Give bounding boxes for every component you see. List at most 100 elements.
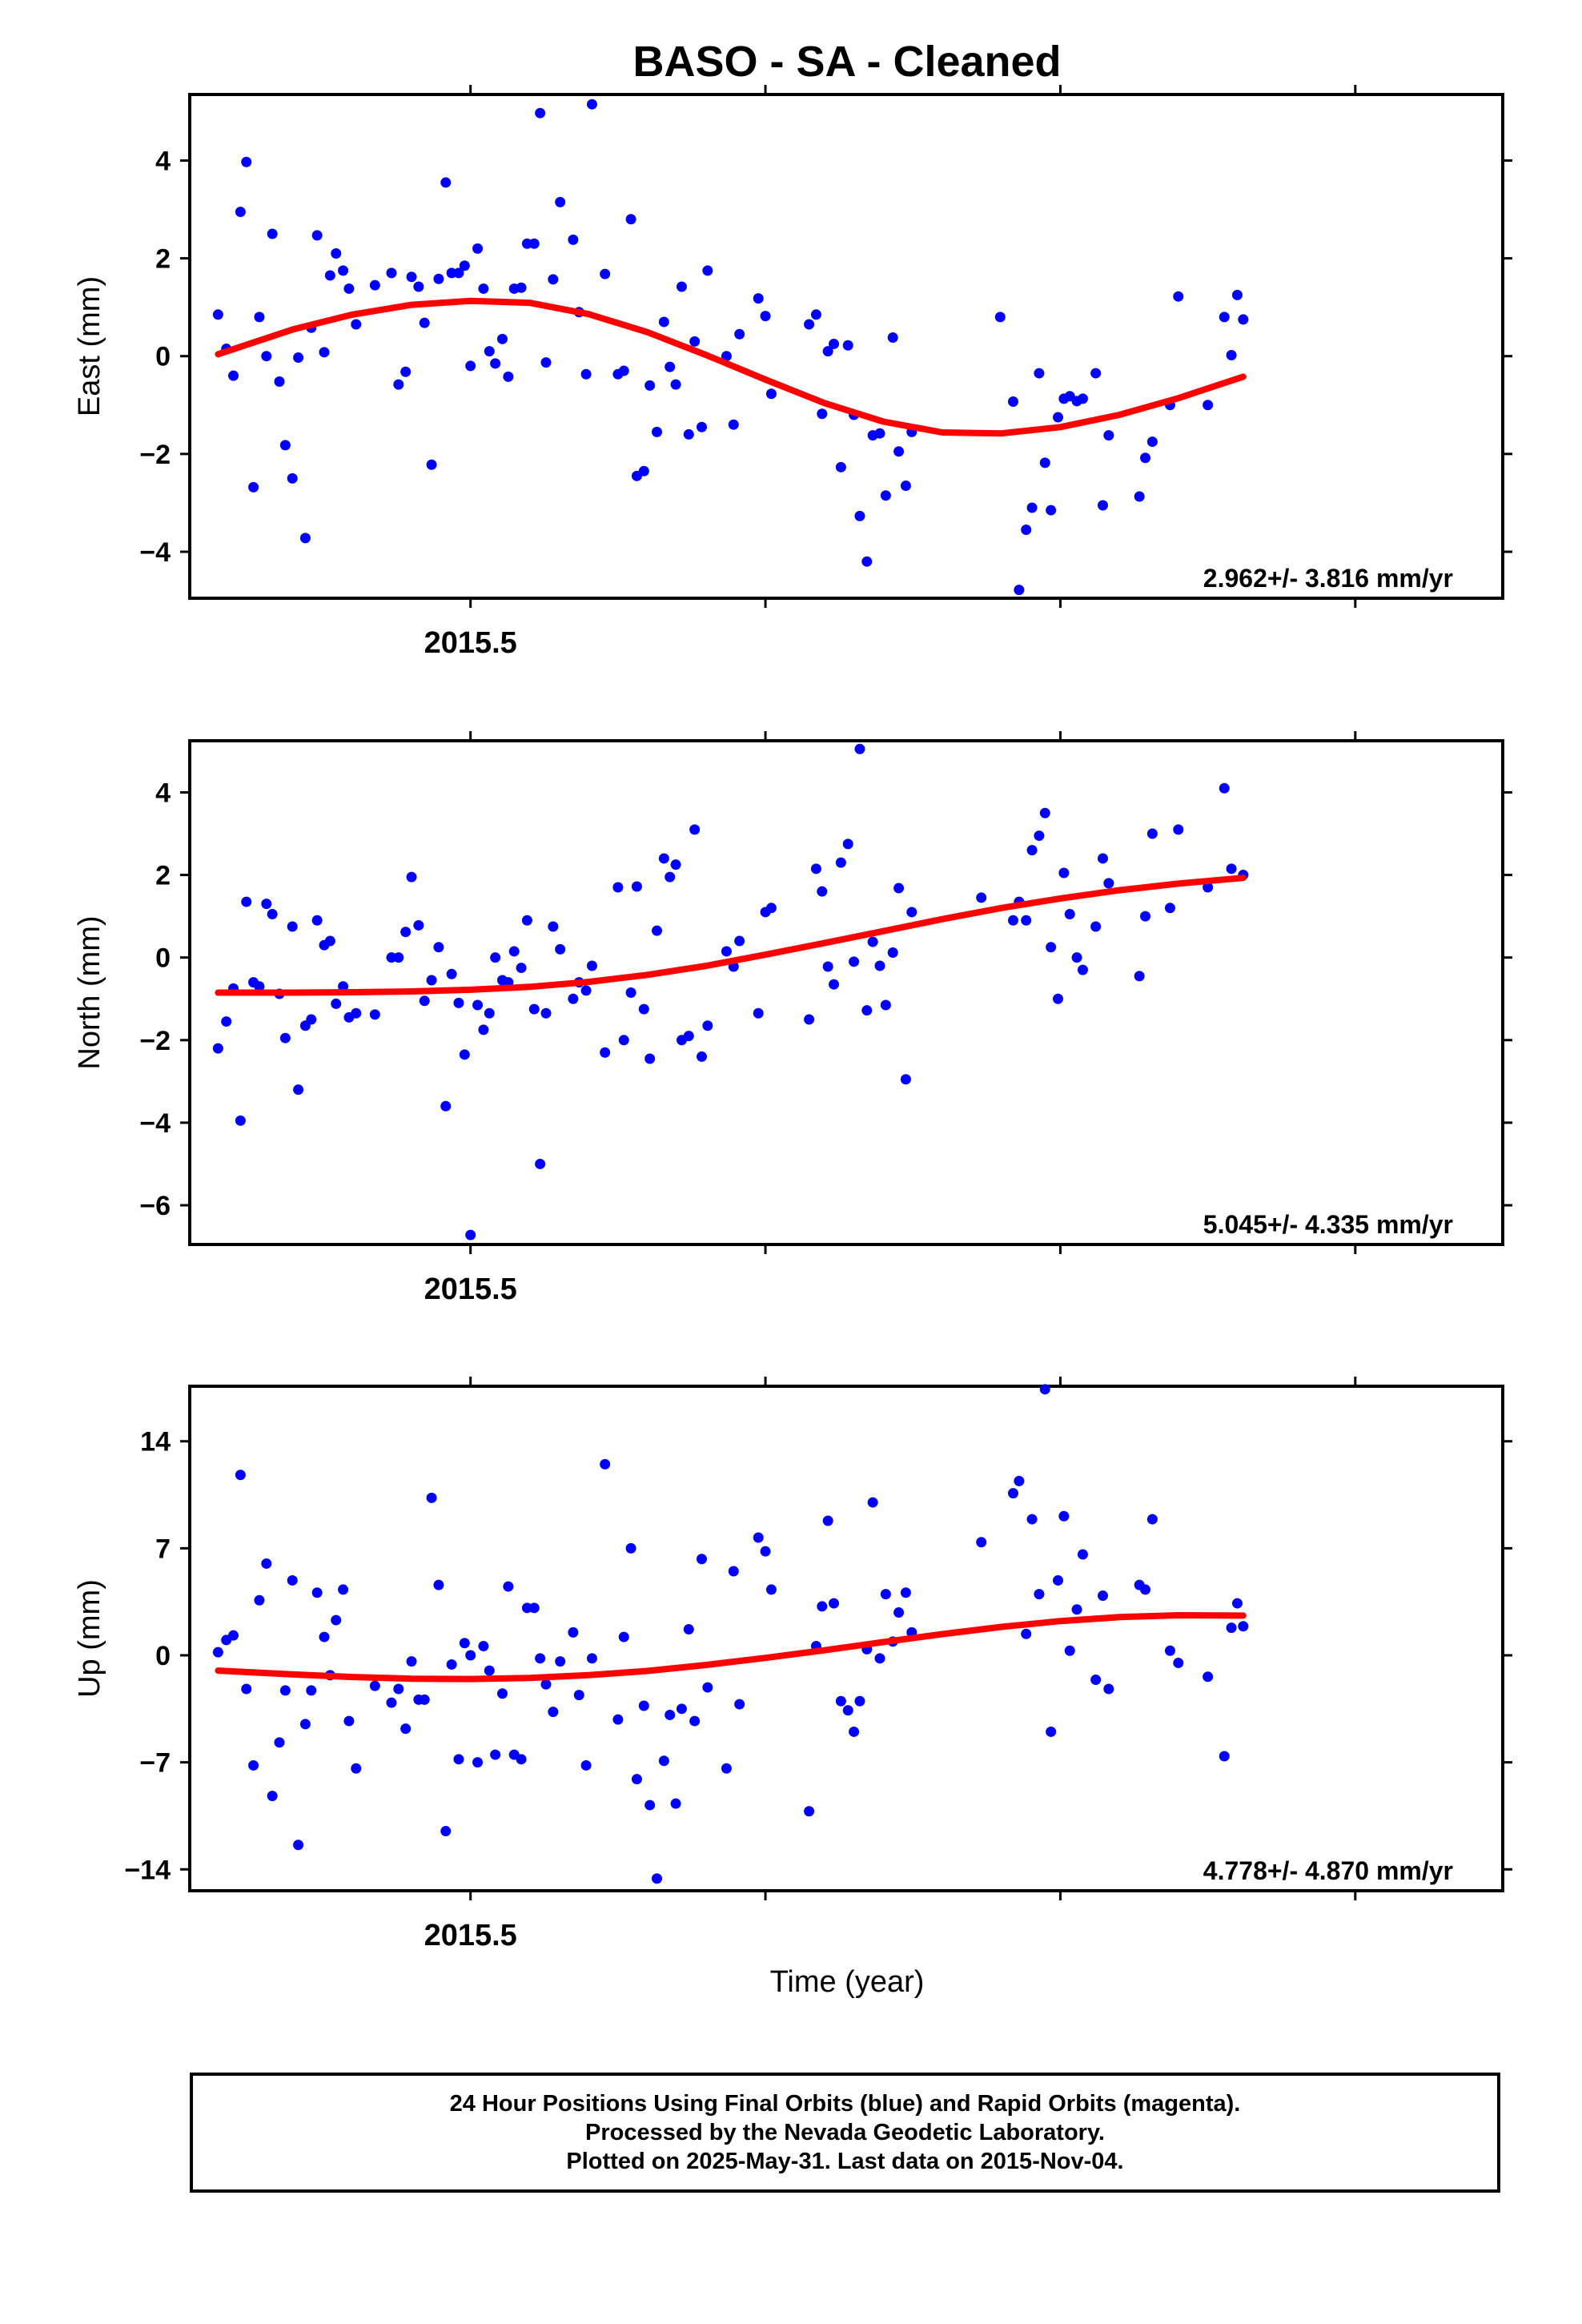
data-point <box>906 907 917 918</box>
data-point <box>293 352 304 364</box>
data-point <box>665 871 676 883</box>
data-point <box>299 533 311 544</box>
rate-label-east: 2.962+/- 3.816 mm/yr <box>1203 564 1453 593</box>
data-point <box>212 309 223 320</box>
data-point <box>1052 1574 1063 1586</box>
data-point <box>351 319 362 330</box>
y-axis-label-east: East (mm) <box>73 276 106 416</box>
data-point <box>822 1515 833 1526</box>
data-point <box>1014 585 1025 596</box>
data-point <box>221 1016 232 1027</box>
data-point <box>338 981 349 992</box>
data-point <box>600 1458 611 1470</box>
data-point <box>867 936 878 947</box>
data-point <box>702 1020 713 1031</box>
data-point <box>893 1607 905 1618</box>
data-point <box>1058 1510 1070 1522</box>
data-point <box>638 1700 649 1711</box>
y-tick-label: −2 <box>139 1026 171 1056</box>
y-tick-label: −4 <box>139 1108 171 1139</box>
data-point <box>1219 1751 1230 1762</box>
data-point <box>331 998 342 1009</box>
data-point <box>343 283 355 294</box>
data-point <box>817 1601 828 1612</box>
data-point <box>689 824 701 835</box>
data-point <box>235 1470 246 1481</box>
data-point <box>658 853 669 864</box>
data-point <box>386 1697 397 1708</box>
data-point <box>880 999 891 1011</box>
data-point <box>1226 1622 1237 1634</box>
data-point <box>311 230 323 241</box>
data-point <box>503 1581 514 1592</box>
data-point <box>306 1014 317 1025</box>
data-point <box>625 987 636 998</box>
y-tick-label: 2 <box>155 861 171 891</box>
data-point <box>1077 393 1088 404</box>
data-point <box>1226 863 1237 875</box>
data-point <box>1021 1628 1032 1639</box>
data-point <box>573 1690 584 1701</box>
data-point <box>516 963 527 974</box>
rate-label-north: 5.045+/- 4.335 mm/yr <box>1203 1210 1453 1239</box>
data-point <box>1219 782 1230 794</box>
data-point <box>900 480 911 492</box>
data-point <box>880 1589 891 1600</box>
data-point <box>406 1656 417 1667</box>
data-point <box>287 1574 298 1586</box>
data-point <box>702 265 713 276</box>
data-point <box>765 903 777 914</box>
data-point <box>1071 1604 1082 1615</box>
data-point <box>760 1546 771 1557</box>
data-point <box>976 1537 987 1548</box>
data-point <box>351 1763 362 1774</box>
data-point <box>419 317 430 328</box>
data-point <box>535 1653 546 1664</box>
data-point <box>854 510 865 521</box>
data-point <box>753 1532 764 1543</box>
data-point <box>612 1714 624 1725</box>
data-point <box>631 881 642 892</box>
data-point <box>555 1656 566 1667</box>
data-point <box>503 371 514 382</box>
y-tick-label: 0 <box>155 943 171 974</box>
data-point <box>1077 1549 1088 1560</box>
data-point <box>472 243 484 254</box>
data-point <box>311 1587 323 1598</box>
data-point <box>548 1707 559 1718</box>
data-point <box>324 270 335 281</box>
data-point <box>548 274 559 285</box>
data-point <box>212 1043 223 1054</box>
data-point <box>652 1873 663 1884</box>
data-point <box>261 351 272 362</box>
data-point <box>612 882 624 893</box>
data-point <box>721 946 732 957</box>
data-point <box>874 1653 885 1664</box>
data-point <box>696 1051 707 1062</box>
data-point <box>319 347 330 358</box>
data-point <box>433 273 444 284</box>
data-point <box>413 919 424 931</box>
data-point <box>287 921 298 932</box>
data-point <box>478 1024 489 1035</box>
data-point <box>829 338 840 349</box>
data-point <box>874 960 885 971</box>
y-tick-label: −14 <box>124 1855 171 1885</box>
data-point <box>1103 430 1114 441</box>
data-point <box>267 228 278 239</box>
data-point <box>734 1699 745 1710</box>
data-point <box>1146 436 1158 448</box>
data-point <box>267 1791 278 1802</box>
y-tick-label: −6 <box>139 1191 171 1221</box>
data-point <box>734 328 745 340</box>
data-point <box>1097 1590 1108 1602</box>
data-point <box>580 1759 592 1771</box>
x-tick-label: 2015.5 <box>424 1919 517 1952</box>
data-point <box>343 1715 355 1727</box>
data-point <box>338 265 349 276</box>
data-point <box>683 1624 694 1635</box>
data-point <box>887 332 898 344</box>
chart-title: BASO - SA - Cleaned <box>632 38 1061 86</box>
data-point <box>1140 452 1151 464</box>
data-point <box>887 947 898 958</box>
